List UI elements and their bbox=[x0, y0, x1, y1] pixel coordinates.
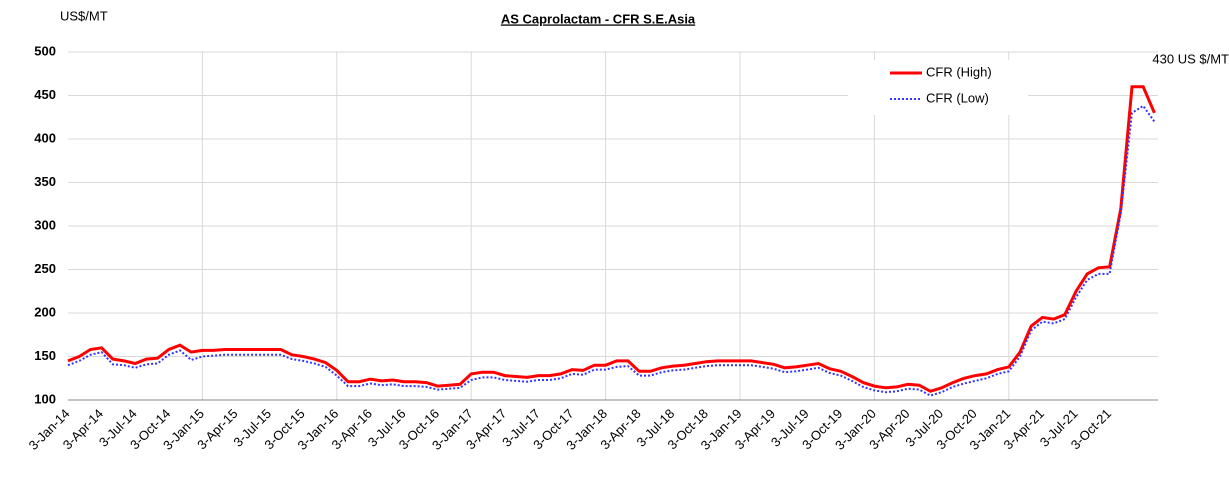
y-tick-label: 450 bbox=[34, 87, 56, 102]
line-series bbox=[67, 104, 1156, 397]
legend-box bbox=[848, 60, 1028, 115]
y-tick-label: 150 bbox=[34, 348, 56, 363]
y-tick-label: 400 bbox=[34, 130, 56, 145]
y-tick-label: 350 bbox=[34, 174, 56, 189]
y-tick-label: 100 bbox=[34, 391, 56, 406]
y-tick-label: 300 bbox=[34, 217, 56, 232]
annotation: 430 US $/MT bbox=[1152, 51, 1229, 66]
y-tick-label: 250 bbox=[34, 261, 56, 276]
legend-label: CFR (Low) bbox=[926, 90, 989, 105]
y-tick-label: 500 bbox=[34, 43, 56, 58]
legend-label: CFR (High) bbox=[926, 64, 992, 79]
y-axis-label: US$/MT bbox=[60, 8, 108, 23]
line-series bbox=[67, 85, 1156, 393]
chart-title: AS Caprolactam - CFR S.E.Asia bbox=[501, 11, 696, 26]
y-tick-label: 200 bbox=[34, 304, 56, 319]
